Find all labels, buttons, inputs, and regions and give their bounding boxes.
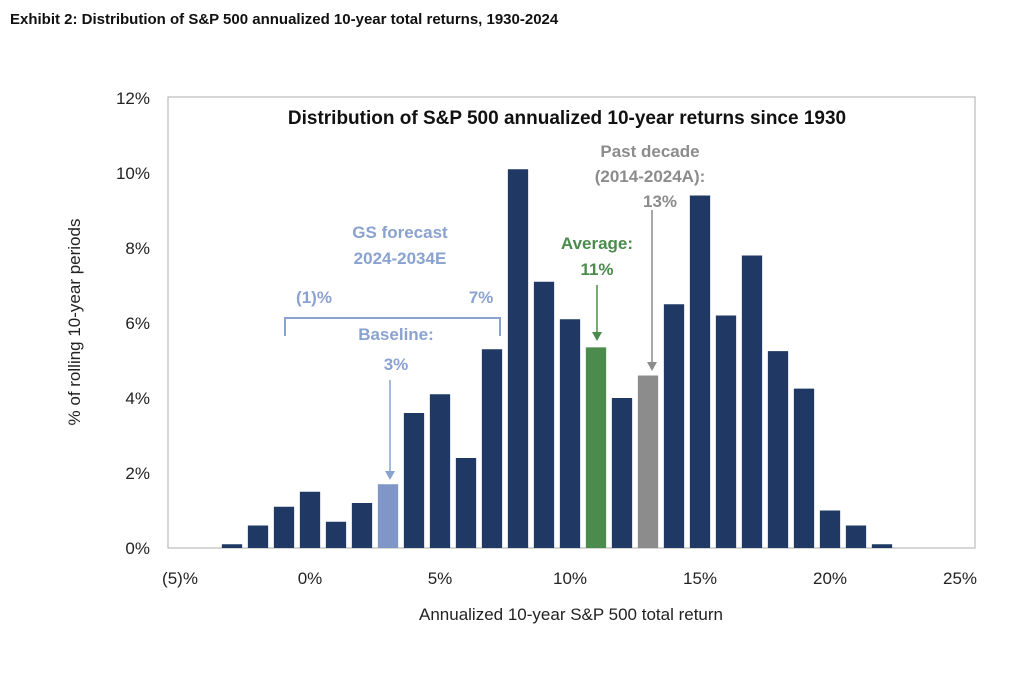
forecast-title-1: GS forecast	[352, 223, 448, 242]
average-annotation: Average: 11%	[561, 234, 633, 341]
bar-past-decade	[637, 375, 659, 548]
y-tick-label: 12%	[116, 89, 150, 108]
y-axis: 0% 2% 4% 6% 8% 10% 12%	[116, 89, 150, 558]
bar	[845, 525, 867, 548]
y-tick-label: 10%	[116, 164, 150, 183]
chart-title: Distribution of S&P 500 annualized 10-ye…	[288, 108, 846, 129]
bar	[559, 319, 581, 548]
average-label-2: 11%	[580, 260, 613, 279]
bar	[351, 503, 373, 548]
y-tick-label: 6%	[125, 314, 150, 333]
forecast-annotation: GS forecast 2024-2034E (1)% 7% Baseline:…	[284, 223, 501, 480]
forecast-bracket	[284, 317, 501, 336]
y-axis-label: % of rolling 10-year periods	[65, 219, 84, 426]
y-tick-label: 2%	[125, 464, 150, 483]
bar	[403, 413, 425, 548]
x-axis: (5)% 0% 5% 10% 15% 20% 25%	[162, 569, 977, 588]
y-tick-label: 0%	[125, 539, 150, 558]
bar	[715, 315, 737, 548]
x-axis-label: Annualized 10-year S&P 500 total return	[419, 605, 723, 624]
bar	[221, 544, 243, 548]
forecast-high: 7%	[469, 288, 494, 307]
bar	[507, 169, 529, 548]
bar	[689, 195, 711, 548]
bar	[325, 521, 347, 548]
bar	[793, 388, 815, 548]
x-tick-label: 0%	[298, 569, 323, 588]
bar	[819, 510, 841, 548]
bar	[247, 525, 269, 548]
x-tick-label: (5)%	[162, 569, 198, 588]
baseline-label-2: 3%	[384, 355, 409, 374]
y-tick-label: 4%	[125, 389, 150, 408]
bar	[299, 491, 321, 548]
past-decade-label-3: 13%	[643, 192, 677, 211]
x-tick-label: 20%	[813, 569, 847, 588]
baseline-arrow-head	[385, 471, 395, 480]
past-decade-annotation: Past decade (2014-2024A): 13%	[595, 142, 706, 371]
bar	[273, 506, 295, 548]
forecast-low: (1)%	[296, 288, 332, 307]
past-decade-label-1: Past decade	[600, 142, 699, 161]
bar	[611, 398, 633, 548]
bar	[481, 349, 503, 548]
bar-baseline	[377, 484, 399, 548]
forecast-title-2: 2024-2034E	[354, 249, 447, 268]
x-tick-label: 5%	[428, 569, 453, 588]
bar	[871, 544, 893, 548]
average-arrow-head	[592, 332, 602, 341]
bar	[533, 281, 555, 548]
y-tick-label: 8%	[125, 239, 150, 258]
bar	[663, 304, 685, 548]
past-decade-arrow-head	[647, 362, 657, 371]
baseline-label-1: Baseline:	[358, 325, 434, 344]
x-tick-label: 15%	[683, 569, 717, 588]
bars	[221, 169, 893, 548]
bar	[741, 255, 763, 548]
bar	[429, 394, 451, 548]
x-tick-label: 10%	[553, 569, 587, 588]
exhibit-title: Exhibit 2: Distribution of S&P 500 annua…	[10, 11, 559, 28]
x-tick-label: 25%	[943, 569, 977, 588]
bar-average	[585, 347, 607, 548]
average-label-1: Average:	[561, 234, 633, 253]
past-decade-label-2: (2014-2024A):	[595, 167, 706, 186]
bar	[455, 458, 477, 548]
bar	[767, 351, 789, 548]
